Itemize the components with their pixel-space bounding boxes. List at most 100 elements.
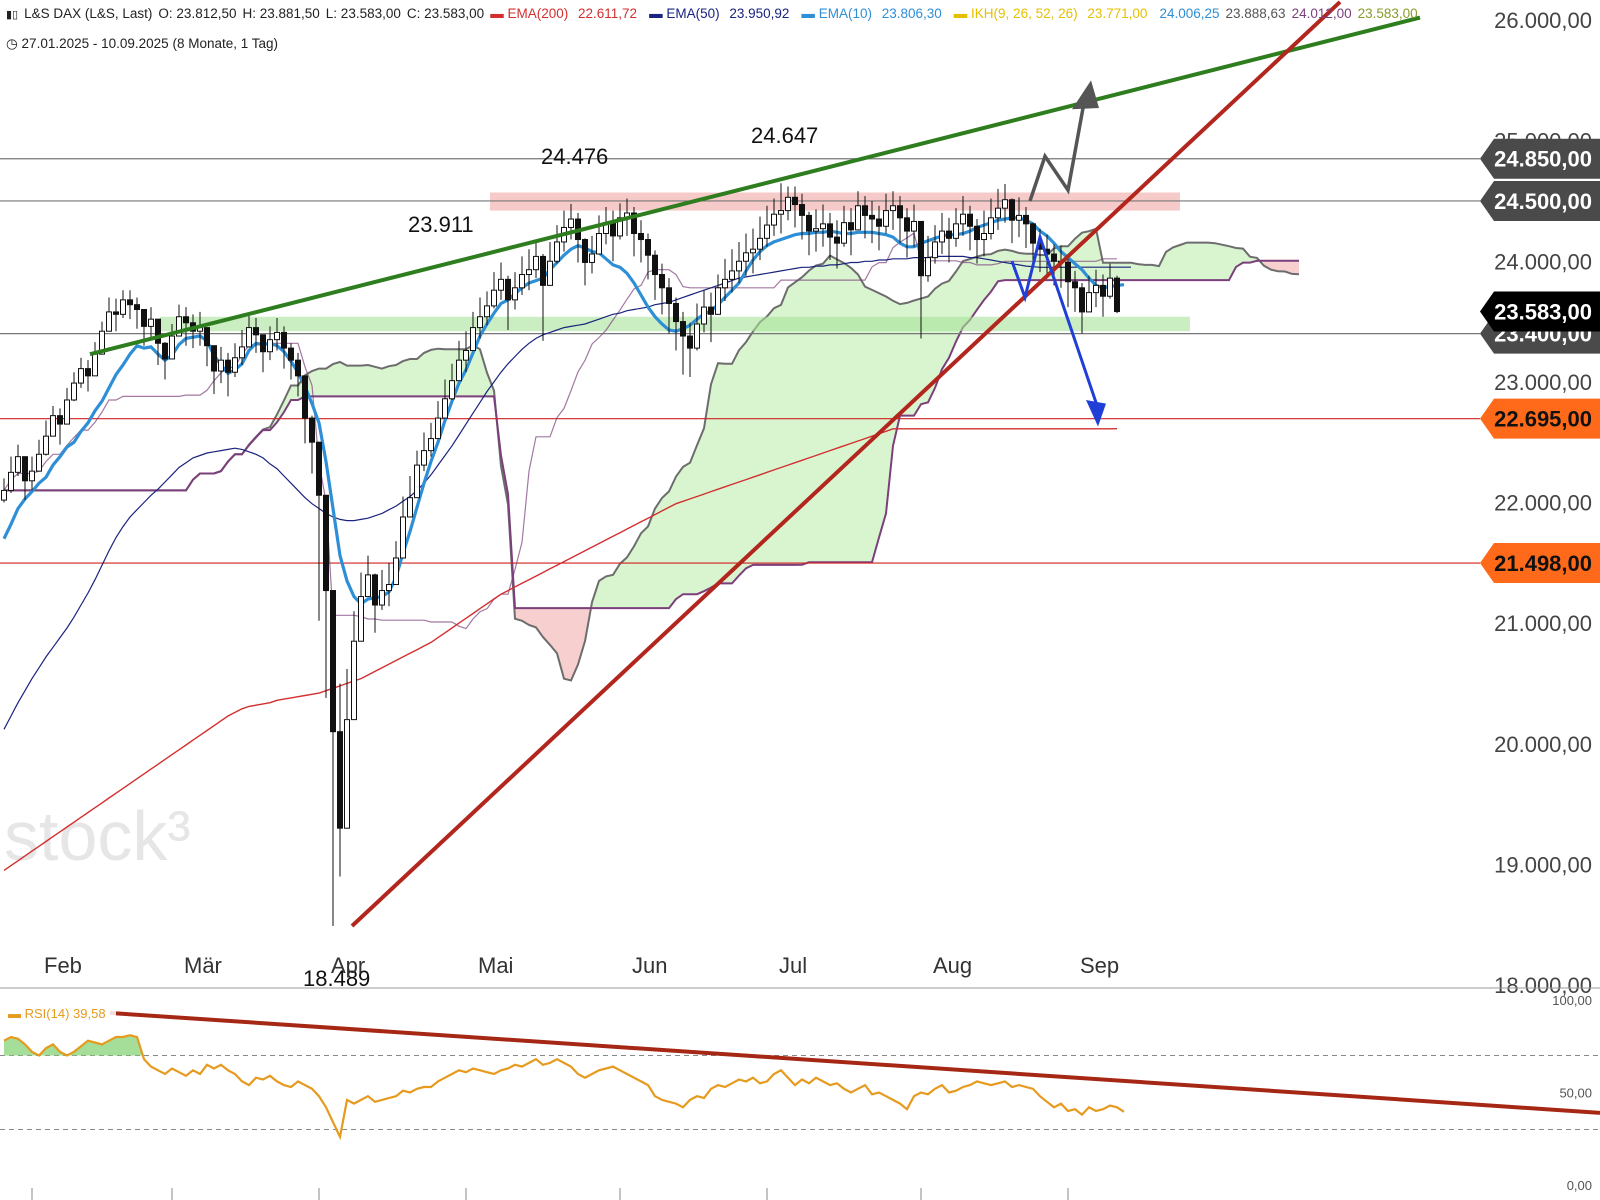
candle-body [883, 210, 889, 227]
resistance-zone [490, 192, 1180, 211]
cloud-segment [1222, 244, 1229, 281]
ema10-legend[interactable]: ▬ EMA(10) 23.806,30 [801, 6, 942, 21]
cloud-segment [375, 366, 382, 397]
candle-body [407, 497, 413, 518]
candle-body [267, 339, 273, 353]
rsi-axis-label: 0,00 [1567, 1178, 1592, 1193]
candle-body [428, 438, 434, 452]
cloud-segment [760, 316, 767, 565]
candle-body [358, 596, 364, 642]
candle-body [610, 222, 616, 237]
candle-body [568, 218, 574, 228]
candle-body [239, 346, 245, 359]
candle-body [113, 311, 119, 315]
candle-body [715, 287, 721, 315]
candle-body [50, 415, 56, 437]
candle-body [729, 270, 735, 280]
cloud-segment [851, 267, 858, 563]
candle-body [365, 574, 371, 598]
candle-body [491, 289, 497, 307]
scenario-arrows [1010, 80, 1106, 427]
cloud-segment [690, 445, 697, 595]
candle-body [687, 335, 693, 349]
candle-body [743, 252, 749, 262]
price-axis: 26.000,0025.000,0024.000,0023.000,0022.0… [1494, 8, 1592, 998]
cloud-segment [753, 322, 760, 565]
candle-body [953, 223, 959, 239]
candle-body [638, 233, 644, 241]
cloud-segment [802, 270, 809, 565]
rsi-label: ▬ RSI(14) 39,58 [8, 1006, 106, 1021]
candle-body [967, 213, 973, 227]
candle-body [596, 233, 602, 255]
cloud-segment [1131, 262, 1138, 281]
candle-body [57, 415, 63, 425]
candle-body [862, 205, 868, 216]
cloud-segment [438, 348, 445, 397]
support-zone [160, 316, 1190, 332]
candle-body [421, 450, 427, 466]
candle-body [708, 306, 714, 315]
candle-body [925, 257, 931, 277]
ema50-legend[interactable]: ▬ EMA(50) 23.950,92 [649, 6, 790, 21]
candle-body [281, 331, 287, 349]
price-annotation: 18.489 [303, 966, 370, 991]
ikh-value-1: 23.771,00 [1087, 6, 1148, 21]
level-tag-bg [1480, 398, 1600, 439]
candle-body [43, 435, 49, 455]
cloud-segment [984, 254, 991, 301]
candle-body [995, 207, 1001, 219]
cloud-segment [347, 365, 354, 397]
cloud-segment [557, 608, 564, 679]
candle-body [351, 640, 357, 721]
cloud-segment [627, 546, 634, 609]
y-axis-tick-label: 26.000,00 [1494, 8, 1592, 33]
candle-body [1114, 277, 1120, 313]
candle-body [526, 269, 532, 276]
ema10-value: 23.806,30 [881, 6, 942, 21]
rsi-label-bg [4, 1004, 116, 1022]
cloud-segment [1264, 260, 1271, 270]
ikh-value-2: 24.006,25 [1159, 6, 1220, 21]
cloud-segment [1110, 262, 1117, 281]
candle-body [918, 220, 924, 277]
cloud-segment [403, 358, 410, 397]
cloud-segment [823, 255, 830, 563]
cloud-segment [669, 476, 676, 609]
ema200-legend[interactable]: ▬ EMA(200) 22.611,72 [490, 6, 638, 21]
last-price-tag-label: 23.583,00 [1494, 300, 1592, 325]
candle-body [722, 278, 728, 289]
candle-body [134, 304, 140, 310]
y-axis-tick-label: 21.000,00 [1494, 611, 1592, 636]
cloud-segment [711, 363, 718, 588]
cloud-segment [1236, 247, 1243, 267]
cloud-segment [606, 574, 613, 609]
candle-body [92, 353, 98, 377]
candle-body [435, 417, 441, 440]
cloud-segment [1278, 260, 1285, 272]
cloud-segment [865, 286, 872, 563]
cloud-segment [368, 364, 375, 397]
ikh-legend[interactable]: ▬ IKH(9, 26, 52, 26) 23.771,00 [953, 6, 1148, 21]
level-tag-label: 21.498,00 [1494, 551, 1592, 576]
candle-body [260, 334, 266, 353]
candle-body [1016, 214, 1022, 221]
bullish-scenario-arrow [1028, 96, 1087, 202]
y-axis-tick-label: 23.000,00 [1494, 370, 1592, 395]
candle-body [232, 357, 238, 373]
candle-body [1107, 277, 1113, 297]
level-tag-bg [1480, 138, 1600, 179]
y-axis-tick-label: 18.000,00 [1494, 973, 1592, 998]
cloud-segment [424, 349, 431, 397]
red-trendline [350, 0, 1342, 928]
price-annotation: 24.476 [541, 144, 608, 169]
cloud-segment [774, 304, 781, 565]
candle-body [540, 255, 546, 286]
chart-range: ◷ 27.01.2025 - 10.09.2025 (8 Monate, 1 T… [6, 36, 278, 52]
cloud-segment [1166, 247, 1173, 281]
cloud-segment [284, 385, 291, 413]
cloud-segment [550, 608, 557, 654]
bearish-arrowhead [1086, 399, 1106, 427]
candle-body [1002, 199, 1008, 209]
